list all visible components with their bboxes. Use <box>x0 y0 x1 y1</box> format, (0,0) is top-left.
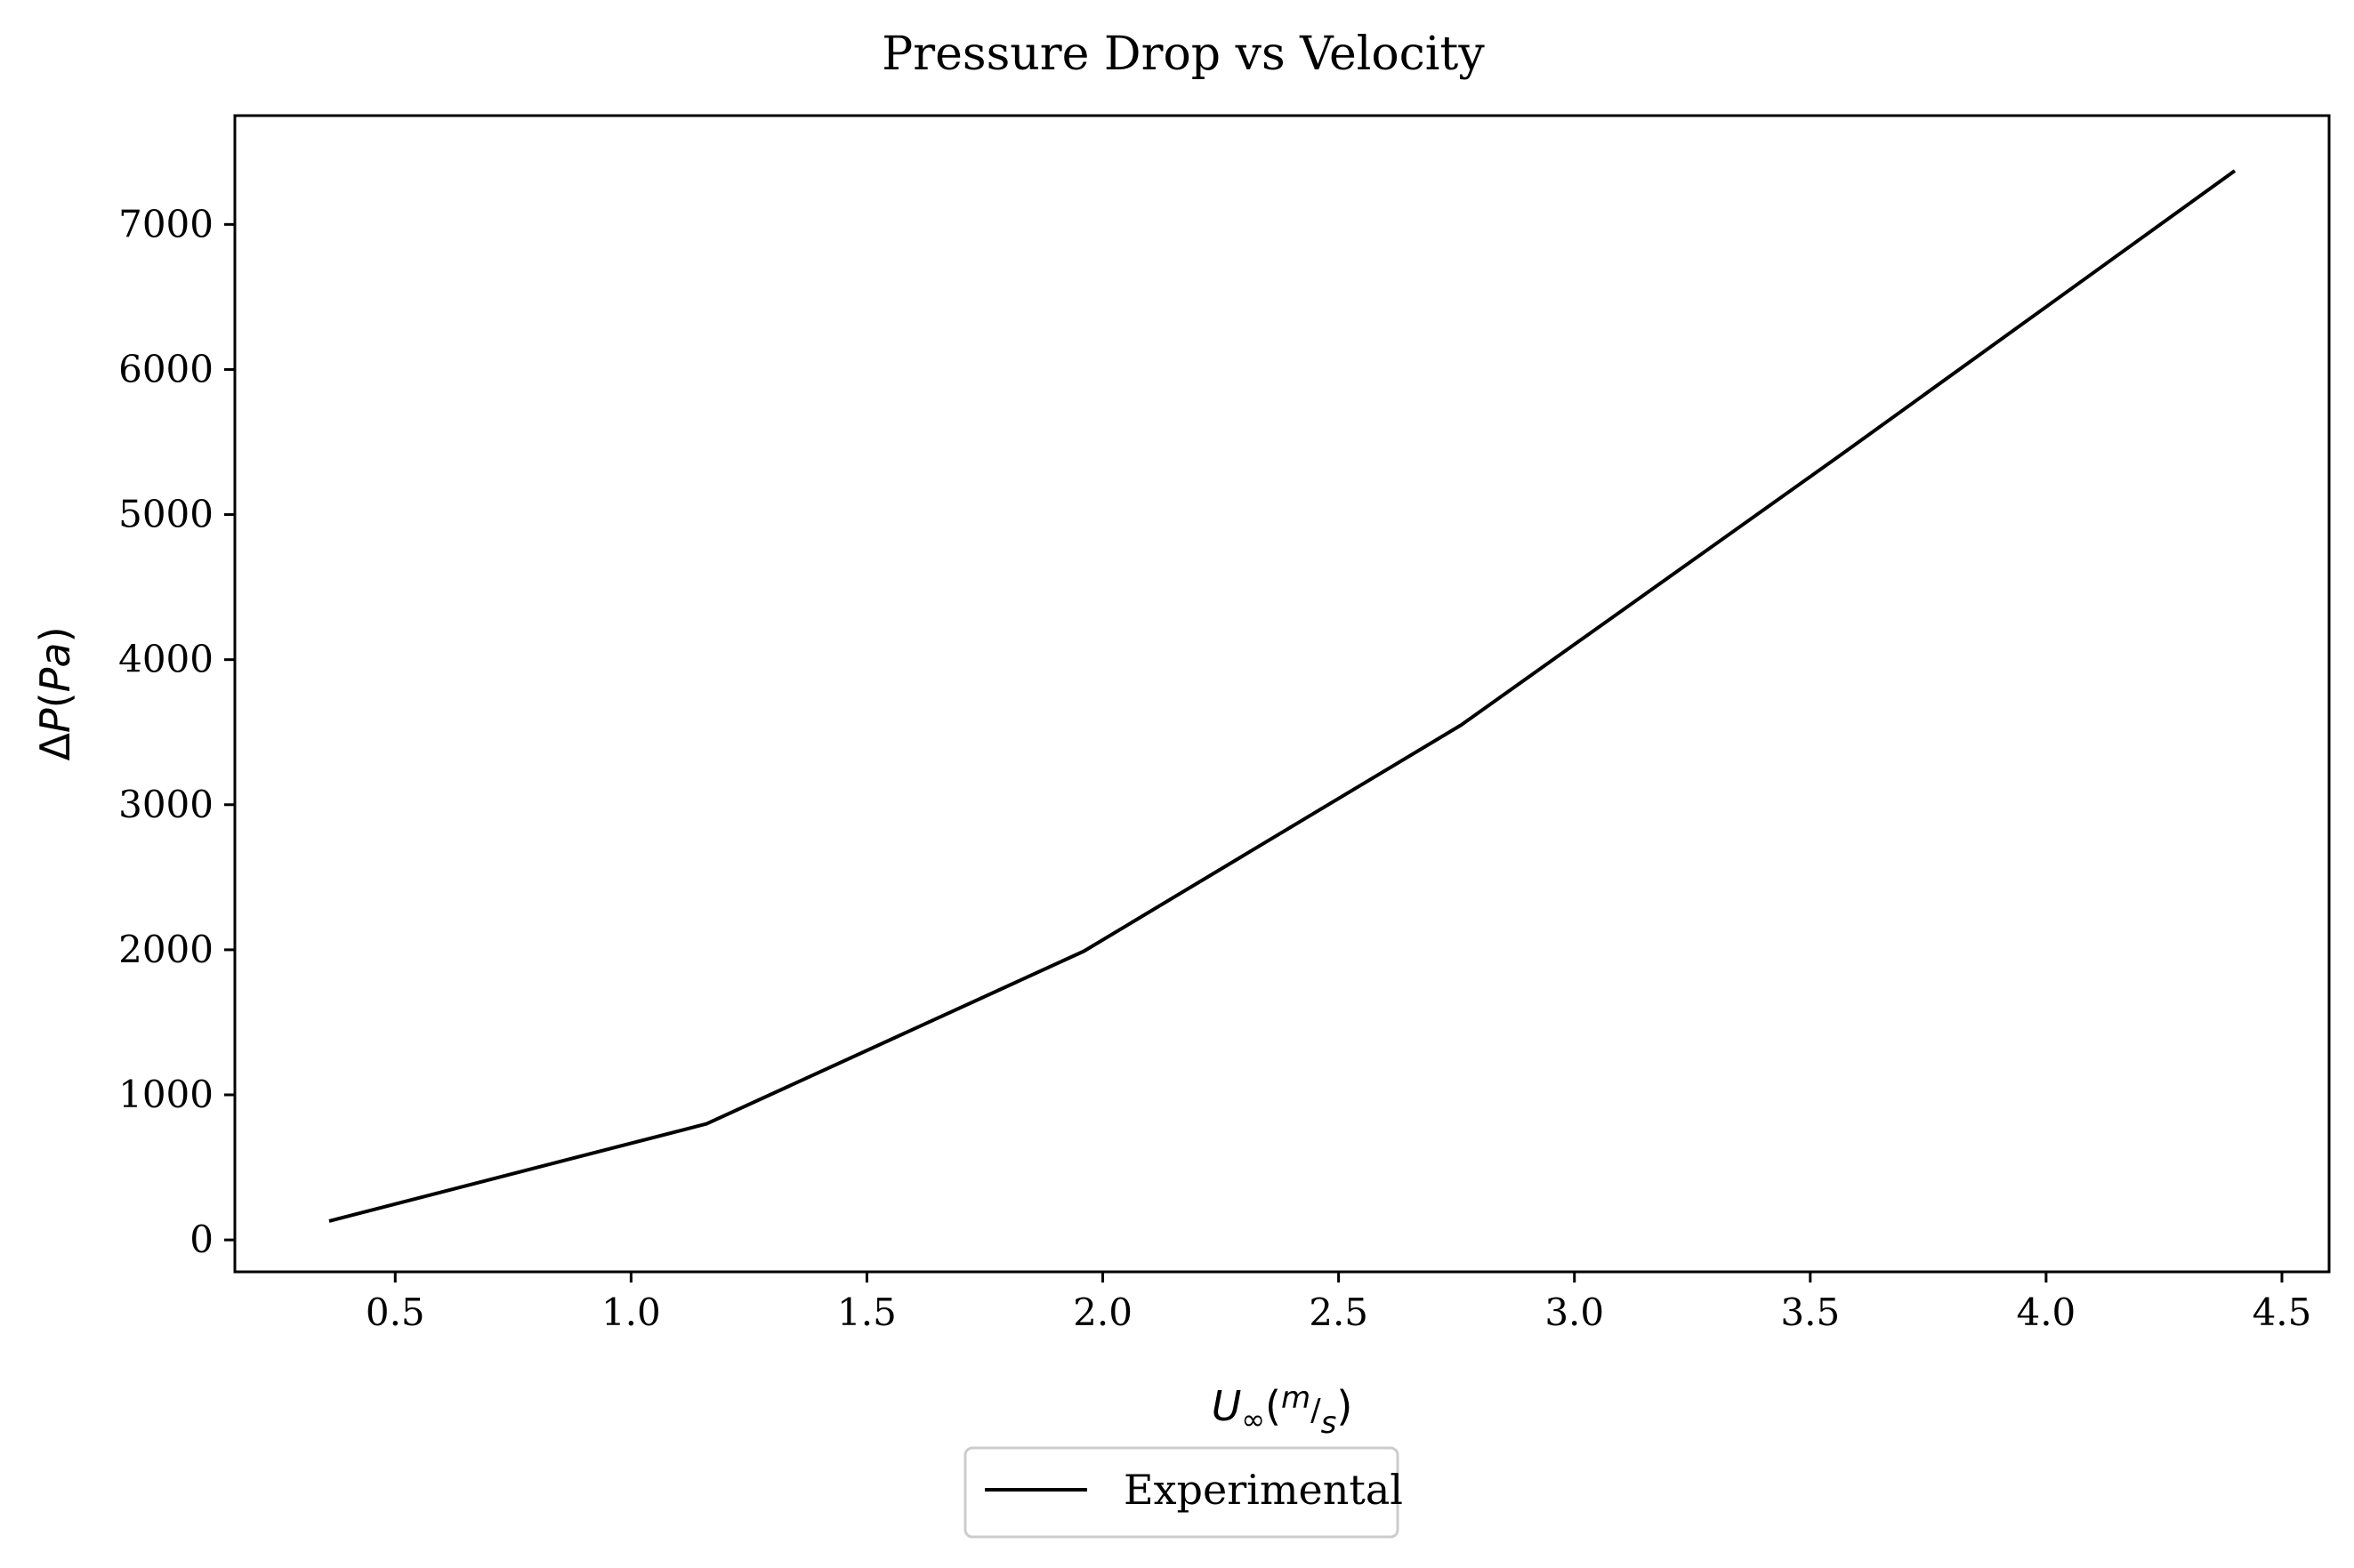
y-tick-label: 7000 <box>118 202 214 245</box>
x-axis-label-open-paren: ( <box>1265 1382 1281 1430</box>
x-tick-label: 4.0 <box>2016 1291 2076 1334</box>
x-axis-label-fraction-bar: / <box>1310 1393 1321 1428</box>
legend: Experimental <box>963 1446 1403 1539</box>
chart-title: Pressure Drop vs Velocity <box>882 28 1485 81</box>
x-tick-label: 2.5 <box>1309 1291 1368 1334</box>
x-axis-label-symbol: U <box>1212 1382 1242 1430</box>
x-axis-label-close-paren: ) <box>1336 1382 1352 1430</box>
plot-area <box>328 169 2237 1223</box>
y-axis-ticks: 0 1000 2000 3000 4000 5000 6000 7000 <box>118 202 235 1261</box>
x-tick-label: 3.0 <box>1544 1291 1604 1334</box>
x-tick-label: 0.5 <box>366 1291 425 1334</box>
plot-frame <box>233 114 2331 1274</box>
y-axis-label-open-paren: ( <box>31 692 79 708</box>
x-axis-ticks: 0.5 1.0 1.5 2.0 2.5 3.0 3.5 4.0 4.5 <box>366 1272 2312 1334</box>
y-tick-label: 3000 <box>118 783 214 826</box>
x-tick-label: 1.5 <box>837 1291 897 1334</box>
y-tick-label: 4000 <box>118 638 214 681</box>
x-axis-label-subscript: ∞ <box>1241 1403 1265 1436</box>
x-tick-label: 4.5 <box>2253 1291 2312 1334</box>
x-tick-label: 3.5 <box>1780 1291 1840 1334</box>
y-axis-label-delta: Δ <box>31 733 79 761</box>
y-tick-label: 6000 <box>118 347 214 390</box>
x-tick-label: 1.0 <box>601 1291 661 1334</box>
x-axis-label-unit-denominator: s <box>1321 1405 1337 1441</box>
y-tick-label: 2000 <box>118 928 214 971</box>
y-axis-label-close-paren: ) <box>31 626 79 642</box>
y-tick-label: 1000 <box>118 1073 214 1116</box>
y-tick-label: 5000 <box>118 493 214 536</box>
series-line-experimental <box>328 169 2237 1223</box>
legend-box <box>963 1446 1399 1539</box>
x-axis-label-unit-numerator: m <box>1281 1380 1310 1416</box>
y-axis-label: ΔP(Pa) <box>31 626 79 760</box>
y-tick-label: 0 <box>189 1218 214 1261</box>
legend-label-experimental: Experimental <box>1124 1466 1403 1514</box>
x-axis-label: U∞(m/s) <box>1212 1380 1353 1441</box>
y-axis-label-symbol: P <box>31 708 79 733</box>
x-tick-label: 2.0 <box>1073 1291 1133 1334</box>
y-axis-label-unit: Pa <box>31 642 79 692</box>
